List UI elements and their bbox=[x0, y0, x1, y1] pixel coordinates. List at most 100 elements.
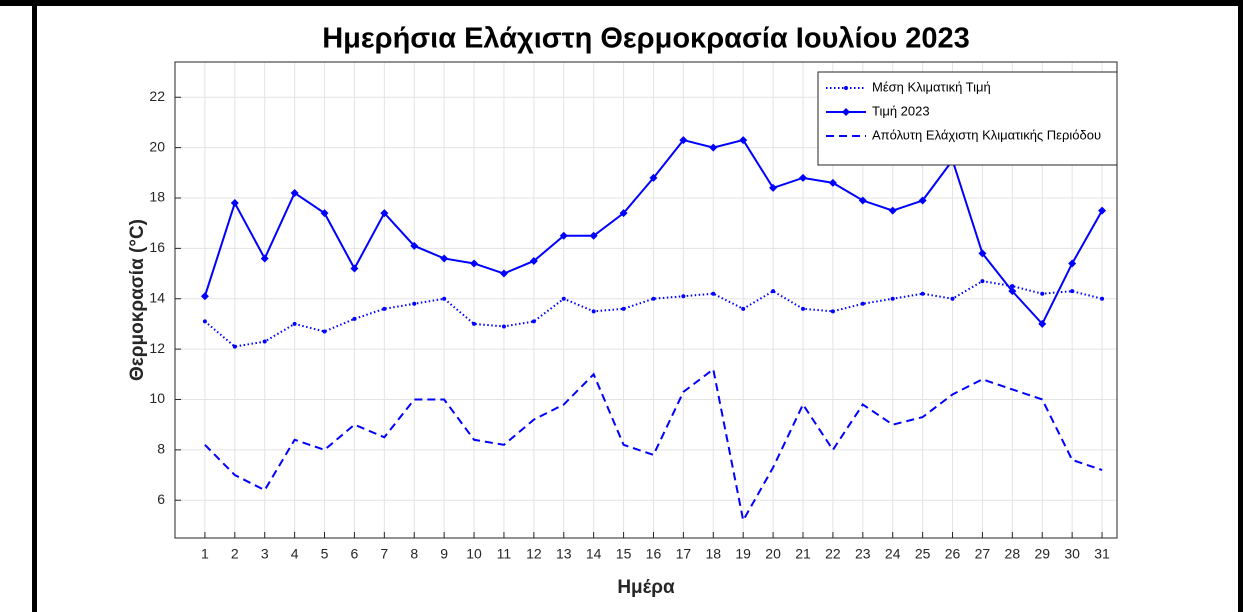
data-point bbox=[801, 306, 805, 311]
legend-box bbox=[817, 71, 1118, 166]
y-tick-label: 18 bbox=[149, 189, 165, 205]
data-point bbox=[559, 231, 568, 240]
data-point bbox=[1038, 319, 1047, 328]
data-point bbox=[771, 289, 776, 294]
x-tick-label: 13 bbox=[556, 546, 572, 562]
x-tick-label: 20 bbox=[765, 546, 781, 562]
data-point bbox=[1070, 289, 1075, 294]
data-point bbox=[529, 256, 538, 265]
x-tick-label: 22 bbox=[825, 546, 841, 562]
x-tick-label: 17 bbox=[676, 546, 692, 562]
x-tick-label: 19 bbox=[735, 546, 751, 562]
data-point bbox=[561, 296, 566, 301]
x-tick-label: 3 bbox=[261, 546, 269, 562]
x-tick-label: 25 bbox=[915, 546, 931, 562]
data-point bbox=[472, 321, 477, 326]
x-tick-label: 7 bbox=[380, 546, 388, 562]
data-point bbox=[858, 196, 867, 205]
series-line bbox=[204, 367, 1103, 524]
data-point bbox=[410, 241, 419, 250]
x-tick-label: 8 bbox=[410, 546, 418, 562]
x-tick-label: 5 bbox=[321, 546, 329, 562]
data-point bbox=[501, 324, 506, 329]
data-point bbox=[412, 301, 417, 306]
data-point bbox=[681, 294, 686, 299]
data-point bbox=[950, 296, 955, 301]
legend-label: Μέση Κλιματική Τιμή bbox=[872, 79, 991, 94]
x-tick-label: 30 bbox=[1064, 546, 1080, 562]
data-point bbox=[711, 291, 716, 296]
y-tick-label: 14 bbox=[149, 289, 165, 305]
data-point bbox=[440, 254, 449, 263]
y-tick-label: 16 bbox=[149, 239, 165, 255]
data-point bbox=[380, 209, 389, 218]
data-point bbox=[918, 196, 927, 205]
y-tick-label: 22 bbox=[149, 88, 165, 104]
x-tick-label: 23 bbox=[855, 546, 871, 562]
data-point bbox=[920, 291, 925, 296]
data-point bbox=[1098, 206, 1107, 215]
data-point bbox=[1100, 296, 1105, 301]
data-point bbox=[830, 309, 835, 314]
legend-label: Απόλυτη Ελάχιστη Κλιματικής Περιόδου bbox=[872, 127, 1101, 142]
legend-label: Τιμή 2023 bbox=[872, 103, 930, 118]
x-tick-label: 9 bbox=[440, 546, 448, 562]
data-point bbox=[531, 319, 536, 324]
x-tick-label: 14 bbox=[586, 546, 602, 562]
x-tick-label: 26 bbox=[945, 546, 961, 562]
x-tick-label: 10 bbox=[466, 546, 482, 562]
y-tick-label: 10 bbox=[149, 390, 165, 406]
data-point bbox=[739, 136, 748, 145]
data-point bbox=[619, 209, 628, 218]
data-point bbox=[290, 188, 299, 197]
data-point bbox=[322, 329, 327, 334]
data-point bbox=[769, 183, 778, 192]
data-point bbox=[320, 209, 329, 218]
plot-frame bbox=[174, 61, 1118, 539]
data-point bbox=[860, 301, 865, 306]
x-tick-label: 27 bbox=[975, 546, 991, 562]
legend-marker bbox=[842, 108, 850, 116]
y-axis-label: Θερμοκρασία (°C) bbox=[127, 219, 148, 381]
data-point bbox=[741, 306, 746, 311]
data-point bbox=[980, 279, 985, 284]
data-point bbox=[262, 339, 267, 344]
data-point bbox=[350, 264, 359, 273]
data-point bbox=[651, 296, 656, 301]
data-point bbox=[1008, 287, 1017, 296]
data-point bbox=[200, 292, 209, 301]
data-point bbox=[352, 316, 357, 321]
data-point bbox=[890, 296, 895, 301]
data-point bbox=[888, 206, 897, 215]
x-tick-label: 6 bbox=[351, 546, 359, 562]
data-point bbox=[828, 178, 837, 187]
y-tick-label: 20 bbox=[149, 138, 165, 154]
x-tick-label: 1 bbox=[201, 546, 209, 562]
data-point bbox=[292, 321, 297, 326]
y-tick-label: 6 bbox=[157, 491, 165, 507]
data-point bbox=[230, 199, 239, 208]
frame-top bbox=[0, 0, 1243, 6]
data-point bbox=[799, 173, 807, 182]
x-tick-label: 11 bbox=[497, 546, 512, 562]
data-point bbox=[709, 143, 718, 152]
data-point bbox=[1040, 291, 1045, 296]
data-point bbox=[679, 136, 688, 145]
frame-right bbox=[1238, 0, 1243, 612]
x-tick-label: 12 bbox=[526, 546, 542, 562]
data-point bbox=[232, 344, 237, 349]
legend-marker bbox=[844, 86, 848, 90]
frame-left bbox=[32, 0, 37, 612]
x-tick-label: 18 bbox=[705, 546, 721, 562]
y-tick-label: 8 bbox=[157, 441, 165, 457]
x-tick-label: 29 bbox=[1034, 546, 1050, 562]
data-point bbox=[1068, 259, 1077, 268]
data-point bbox=[1010, 284, 1015, 289]
x-tick-label: 16 bbox=[646, 546, 662, 562]
data-point bbox=[589, 231, 598, 240]
data-point bbox=[591, 309, 596, 314]
x-tick-label: 24 bbox=[885, 546, 901, 562]
data-point bbox=[382, 306, 387, 311]
x-tick-label: 31 bbox=[1094, 546, 1110, 562]
